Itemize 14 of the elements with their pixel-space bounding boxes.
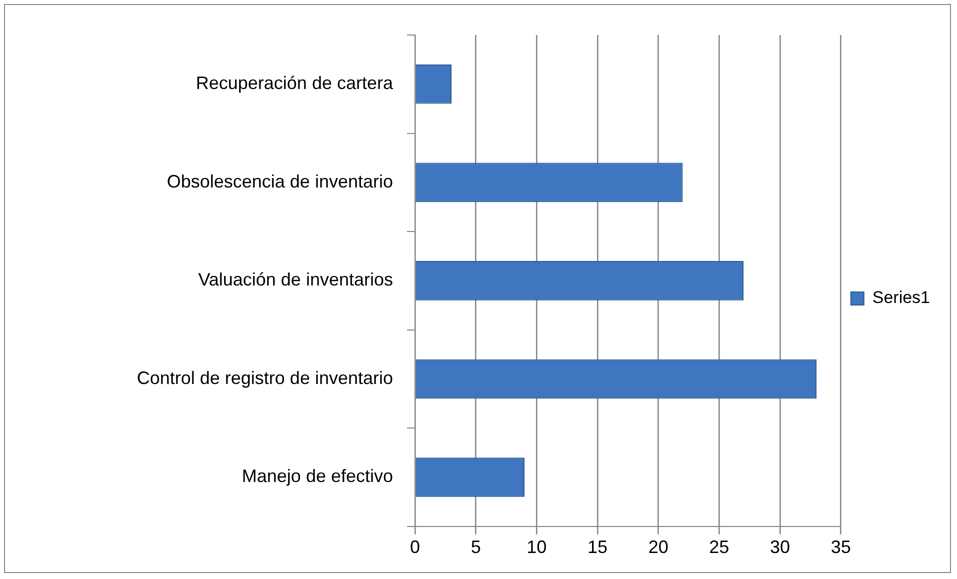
x-tick-label: 35 <box>830 537 851 558</box>
x-tick-label: 20 <box>648 537 668 558</box>
x-tick-label: 5 <box>470 537 481 558</box>
y-tick-label: Valuación de inventarios <box>198 270 393 290</box>
x-tick-label: 25 <box>709 537 730 558</box>
y-tick-label: Recuperación de cartera <box>196 73 394 94</box>
x-tick-label: 30 <box>770 537 790 558</box>
y-tick-label: Manejo de efectivo <box>242 466 393 486</box>
x-tick-label: 15 <box>587 537 608 558</box>
legend-label: Series1 <box>872 288 930 308</box>
y-tick-label: Control de registro de inventario <box>136 368 393 388</box>
y-tick-label: Obsolescencia de inventario <box>166 171 393 192</box>
x-tick-label: 10 <box>526 537 547 558</box>
x-tick-label: 0 <box>410 537 420 558</box>
